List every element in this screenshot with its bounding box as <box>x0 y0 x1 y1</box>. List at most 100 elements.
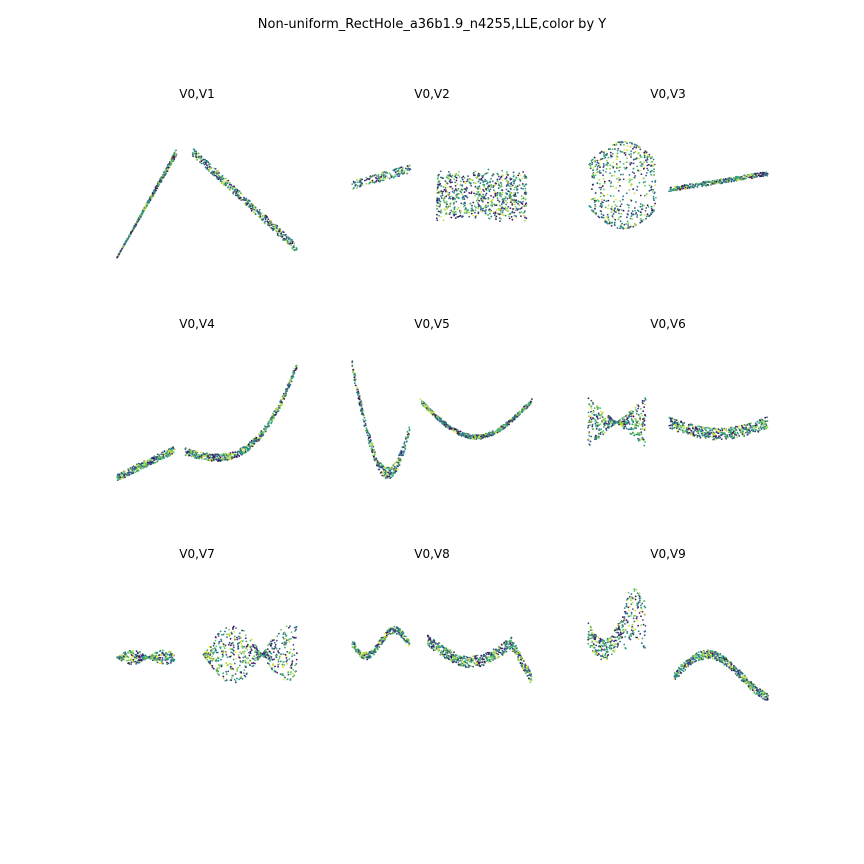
data-point <box>394 171 397 174</box>
data-point <box>499 428 501 431</box>
data-point <box>513 188 516 191</box>
data-point <box>150 197 153 200</box>
data-point <box>492 172 494 175</box>
data-point <box>478 199 480 202</box>
data-point <box>446 193 449 196</box>
data-point <box>523 185 526 188</box>
data-point <box>501 211 504 214</box>
data-point <box>612 185 614 188</box>
data-point <box>293 242 296 245</box>
data-point <box>631 218 634 221</box>
data-point <box>488 431 491 434</box>
data-point <box>275 227 278 230</box>
data-point <box>284 393 287 395</box>
data-point <box>682 185 685 188</box>
data-point <box>149 461 152 464</box>
data-point <box>280 229 282 232</box>
data-point <box>631 213 634 216</box>
data-point <box>465 210 468 213</box>
data-point <box>509 192 512 195</box>
data-point <box>377 177 380 179</box>
data-point <box>506 201 509 204</box>
data-point <box>253 437 256 440</box>
data-point <box>185 451 188 454</box>
data-point <box>204 158 207 161</box>
data-point <box>393 168 396 171</box>
data-point <box>208 163 210 166</box>
data-point <box>390 476 393 479</box>
data-point <box>595 199 598 202</box>
data-point <box>419 398 422 401</box>
data-point <box>718 181 720 183</box>
data-point <box>405 436 407 438</box>
data-point <box>364 422 367 425</box>
data-point <box>360 409 362 412</box>
data-point <box>382 174 385 177</box>
data-point <box>634 224 637 227</box>
data-point <box>448 191 451 194</box>
data-point <box>190 452 192 455</box>
data-point <box>130 471 133 474</box>
data-point <box>619 178 622 181</box>
data-point <box>216 455 219 458</box>
data-point <box>207 161 210 164</box>
data-point <box>228 183 231 186</box>
data-point <box>472 181 475 184</box>
data-point <box>501 189 504 192</box>
data-point <box>232 187 235 189</box>
data-point <box>622 178 625 181</box>
data-point <box>464 204 466 207</box>
data-point <box>484 212 487 215</box>
data-point <box>216 453 219 456</box>
data-point <box>496 197 499 200</box>
data-point <box>520 207 523 209</box>
data-point <box>520 215 522 218</box>
data-point <box>195 450 198 452</box>
data-point <box>607 204 610 207</box>
data-point <box>250 203 253 206</box>
data-point <box>209 458 212 460</box>
data-point <box>463 212 466 214</box>
data-point <box>638 181 641 184</box>
data-point <box>477 212 480 215</box>
data-point <box>243 451 246 454</box>
data-point <box>626 145 629 148</box>
data-point <box>491 430 494 432</box>
data-point <box>490 178 492 180</box>
data-point <box>673 418 676 421</box>
data-point <box>376 175 379 177</box>
data-point <box>607 216 610 219</box>
data-point <box>620 212 623 215</box>
data-point <box>515 186 518 189</box>
data-point <box>696 434 699 437</box>
data-point <box>474 437 477 439</box>
data-point <box>246 199 249 202</box>
data-point <box>193 454 196 457</box>
data-point <box>445 213 447 215</box>
data-point <box>524 219 526 222</box>
data-point <box>442 199 445 202</box>
data-point <box>643 424 646 426</box>
data-point <box>632 431 634 434</box>
data-point <box>599 433 602 436</box>
data-point <box>162 171 165 174</box>
data-point <box>653 199 655 202</box>
data-point <box>506 171 508 173</box>
data-point <box>284 234 287 236</box>
data-point <box>446 207 449 210</box>
data-point <box>477 188 479 190</box>
data-point <box>211 460 213 462</box>
data-point <box>200 160 203 163</box>
data-point <box>500 196 503 198</box>
data-point <box>696 183 698 185</box>
data-point <box>285 237 288 240</box>
data-point <box>134 471 136 474</box>
data-point <box>458 171 460 173</box>
data-point <box>171 159 174 162</box>
data-point <box>206 452 208 455</box>
data-point <box>612 153 614 156</box>
data-point <box>487 217 490 220</box>
data-point <box>258 209 261 211</box>
data-point <box>444 184 447 187</box>
data-point <box>450 427 453 430</box>
